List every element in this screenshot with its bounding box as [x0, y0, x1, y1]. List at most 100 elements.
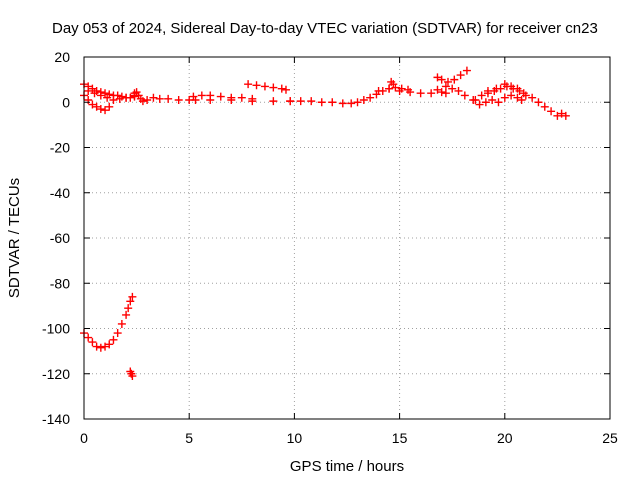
data-point: 17, 10: [437, 75, 446, 84]
data-point: 8, 0.5: [248, 97, 257, 106]
data-point: 19.2, 5: [483, 86, 492, 95]
data-point: 17.3, 9: [443, 77, 452, 86]
x-tick-label: 25: [602, 430, 618, 446]
data-point: 1.7, 1.5: [115, 94, 124, 103]
y-tick-label: -80: [50, 275, 70, 291]
data-point: 18.9, 3: [477, 91, 486, 100]
data-point: 18.1, 3: [460, 91, 469, 100]
x-tick-label: 15: [392, 430, 408, 446]
data-point: 1, 4: [101, 89, 110, 98]
data-point: 19.1, 0: [481, 98, 490, 107]
data-point: 10.8, 0.5: [307, 97, 316, 106]
data-point: 20.6, 6: [513, 84, 522, 93]
data-point: 10.3, 0.5: [296, 97, 305, 106]
data-point: 4.5, 1: [174, 95, 183, 104]
series-arc-7.8-9.6: 7.8, 88.2, 7.58.6, 79, 6.59.4, 69.6, 5.5: [244, 80, 290, 94]
data-point: 0.4, 6: [88, 84, 97, 93]
series-arc-18.8-20.8-low: 18.8, -119.1, 019.4, 119.7, 020, 220.3, …: [475, 91, 526, 109]
data-point: 2.2, -88: [126, 297, 135, 306]
data-point: 20.8, 1: [517, 95, 526, 104]
data-point: 20.3, 3: [507, 91, 516, 100]
series-arc-12.3: 12.3, -0.5: [338, 99, 347, 108]
data-point: 16, 4: [416, 89, 425, 98]
data-point: 20.6, 2: [513, 93, 522, 102]
y-tick-label: -60: [50, 230, 70, 246]
data-point: 22.7, -5: [557, 109, 566, 118]
data-point: 18.2, 14: [462, 66, 471, 75]
data-point: 16.8, 5.5: [433, 85, 442, 94]
data-point: 20.3, 7: [507, 82, 516, 91]
data-point: 19.4, 1: [488, 95, 497, 104]
y-axis-label: SDTVAR / TECUs: [6, 178, 23, 298]
data-point: 18.8, -1: [475, 100, 484, 109]
data-point: 1.4, -105: [109, 335, 118, 344]
data-point: 22.5, -6: [553, 111, 562, 120]
data-point: 20, 8: [500, 80, 509, 89]
x-tick-label: 5: [185, 430, 193, 446]
data-point: 2.3, -121: [128, 372, 137, 381]
data-point: 1.2, -2: [105, 102, 114, 111]
data-point: 2.3, -86: [128, 292, 137, 301]
data-point: 14.7, 8: [389, 80, 398, 89]
data-point: 2, -94: [122, 310, 131, 319]
data-point: 16.5, 4: [427, 89, 436, 98]
data-point: 4, 1.5: [164, 94, 173, 103]
data-point: 19.7, 0: [494, 98, 503, 107]
y-tick-label: -40: [50, 185, 70, 201]
data-point: 3.6, 1.5: [155, 94, 164, 103]
data-point: 14.5, 6: [385, 84, 394, 93]
data-point: 22.9, -6: [561, 111, 570, 120]
series-arc-14-16: 14, 514.5, 615, 515.5, 4.516, 4: [374, 84, 425, 98]
data-point: 0.2, 5: [84, 86, 93, 95]
data-point: 21.6, 0: [534, 98, 543, 107]
data-point: 2.8, 0.5: [138, 97, 147, 106]
data-point: 21.9, -2: [540, 102, 549, 111]
data-point: 12.7, -0.5: [347, 99, 356, 108]
plot-frame: [83, 56, 611, 420]
data-point: 14, 5: [374, 86, 383, 95]
data-point: 17.9, 12: [456, 71, 465, 80]
data-point: 8.2, 7.5: [252, 81, 261, 90]
data-point: 13.6, 2: [366, 93, 375, 102]
data-point: 16.8, 11: [433, 73, 442, 82]
series-arc-2.2-isolated: 2.2, -1192.25, -1202.3, -121: [126, 367, 137, 381]
data-point: 0.6, -108: [92, 342, 101, 351]
data-point: 11.3, 0: [317, 98, 326, 107]
data-point: 6.5, 2.5: [216, 92, 225, 101]
x-tick-label: 20: [497, 430, 513, 446]
data-point: 0.2, -104: [84, 333, 93, 342]
y-tick-label: 0: [62, 94, 70, 110]
data-point: 1, -108: [101, 342, 110, 351]
data-point: 0.8, -3: [96, 105, 105, 114]
data-point: 3.3, 2: [149, 93, 158, 102]
data-point: 20, 2: [500, 93, 509, 102]
data-point: 2, 2: [122, 93, 131, 102]
data-point: 0.5, 4: [90, 89, 99, 98]
data-point: 1.8, -98: [117, 319, 126, 328]
data-point: 21, 3: [521, 91, 530, 100]
data-point: 0.8, -108.5: [96, 343, 105, 352]
data-point: 21.3, 2: [528, 93, 537, 102]
y-tick-label: -100: [42, 321, 70, 337]
series-arc-5.2-8.0: 5.2, 2.55.6, 36, 36.5, 2.57, 27.5, 28, 1…: [189, 91, 257, 103]
data-points: 0, 80.2, 70.4, 60.6, 50.8, 4.51, 41.2, 3…: [80, 66, 570, 381]
series-arc-12.7-15.4: 12.7, -0.513, 013.3, 113.6, 213.9, 3.514…: [347, 83, 413, 108]
data-point: 17.6, 10: [450, 75, 459, 84]
series-arc-2.4-3.0: 2.4, 42.5, 4.52.6, 32.7, 1.52.8, 0.53, 1: [130, 88, 152, 106]
series-arc-16.8-18.2: 16.8, 1117, 1017.3, 917.6, 1017.9, 1218.…: [433, 66, 471, 86]
series-arc-14.6-peak: 14.6, 914.7, 8: [387, 77, 398, 89]
data-point: 15, 5: [395, 86, 404, 95]
series-arc-21.0-22.9: 21, 321.3, 221.6, 021.9, -222.2, -422.5,…: [521, 91, 570, 120]
data-point: 3, 1: [143, 95, 152, 104]
series-arc-0-2.3-deep: 0, -1020.2, -1040.4, -1060.6, -1080.8, -…: [80, 292, 137, 352]
data-point: 7.8, 8: [244, 80, 253, 89]
data-point: 6, 1: [206, 95, 215, 104]
tick-labels: 0 5 10 15 20 25 -140 -120 -100 -80 -60 -40 -20 0 20: [42, 49, 618, 446]
data-point: 11.8, 0: [328, 98, 337, 107]
data-point: 9.4, 6: [277, 84, 286, 93]
series-arc-0.2-2.4-mid: 0.2, 50.5, 40.8, 31.1, 21.4, 11.7, 1.52,…: [84, 86, 139, 104]
data-point: 9.6, 5.5: [281, 85, 290, 94]
x-tick-label: 10: [287, 430, 303, 446]
data-point: 9, 6.5: [269, 83, 278, 92]
